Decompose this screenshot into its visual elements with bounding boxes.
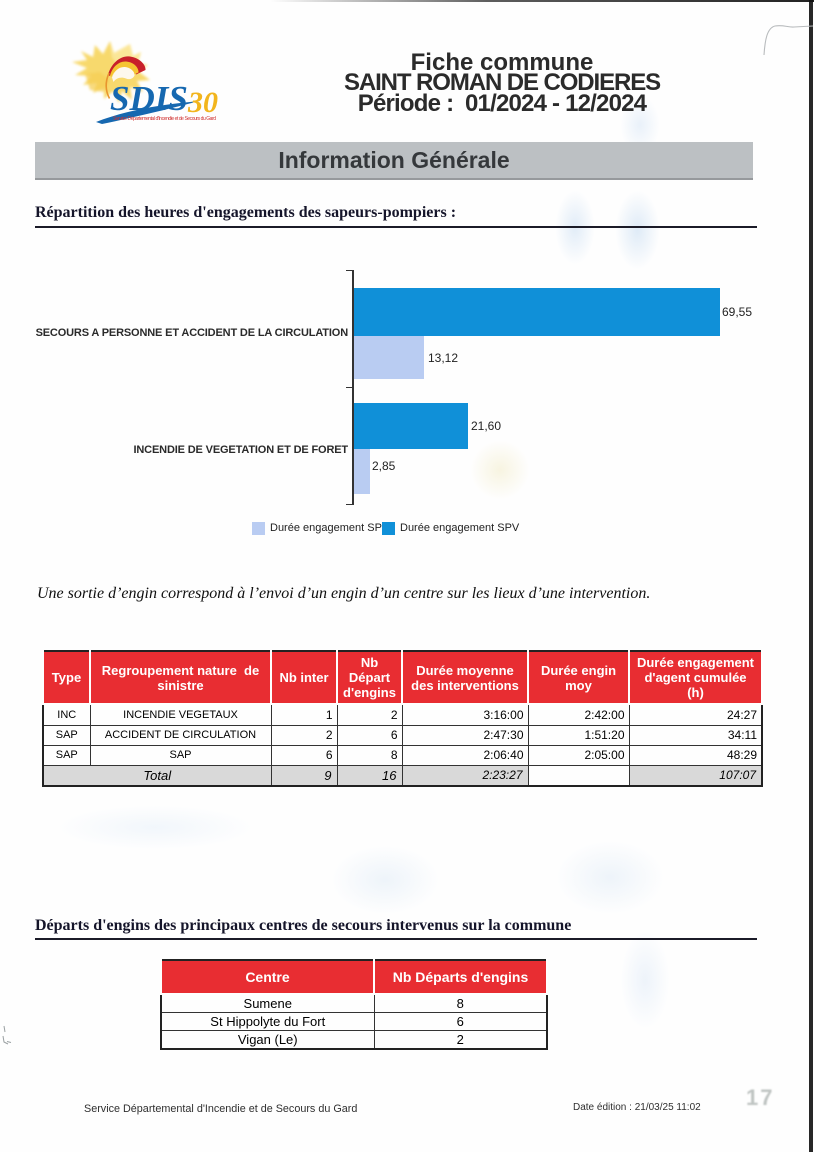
svg-text:Service Départemental d'Incend: Service Départemental d'Incendie et de S… [113, 116, 216, 122]
svg-text:30: 30 [187, 86, 218, 119]
svg-text:SDIS: SDIS [110, 79, 188, 118]
